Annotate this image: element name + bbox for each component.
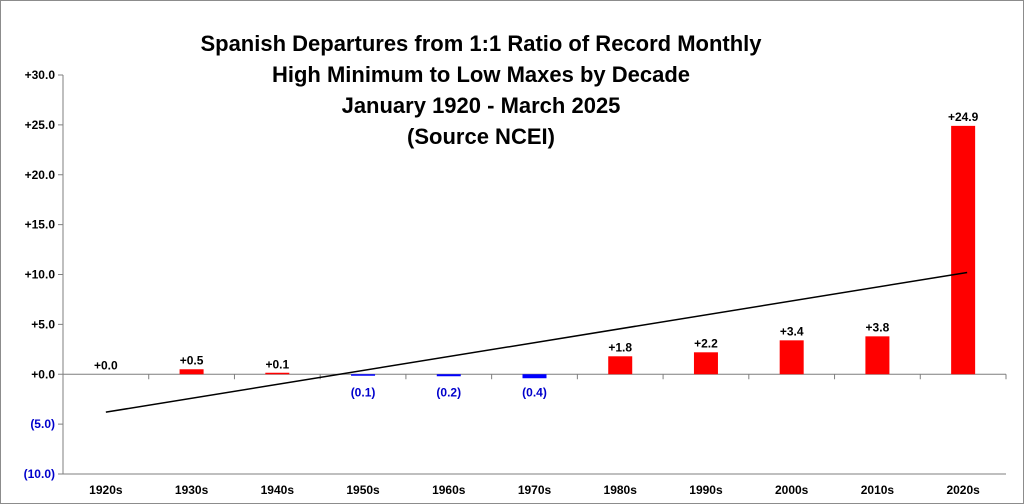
data-label-1930s: +0.5 bbox=[180, 353, 204, 367]
chart-title-line: (Source NCEI) bbox=[407, 124, 555, 149]
y-tick-label: (10.0) bbox=[24, 467, 55, 481]
x-tick-label: 1980s bbox=[604, 483, 638, 497]
trendline bbox=[105, 271, 968, 413]
y-tick-label: +15.0 bbox=[25, 218, 56, 232]
y-tick-label: (5.0) bbox=[30, 417, 55, 431]
bar-2020s bbox=[951, 125, 976, 375]
chart-title-line: Spanish Departures from 1:1 Ratio of Rec… bbox=[200, 31, 762, 56]
y-tick-label: +20.0 bbox=[25, 168, 56, 182]
data-label-1960s: (0.2) bbox=[436, 385, 461, 399]
x-tick-label: 1930s bbox=[175, 483, 209, 497]
x-tick-label: 1950s bbox=[346, 483, 380, 497]
bar-1950s bbox=[351, 374, 376, 376]
x-tick-label: 1960s bbox=[432, 483, 466, 497]
y-tick-label: +30.0 bbox=[25, 68, 56, 82]
data-labels: +0.0 +0.5 +0.1 (0.1) (0.2) (0.4) +1.8 +2.2 +3.4 +… bbox=[94, 110, 979, 399]
bar-2000s bbox=[779, 340, 804, 375]
bars bbox=[179, 125, 976, 379]
x-tick-label: 2020s bbox=[946, 483, 980, 497]
y-tick-label: +0.0 bbox=[31, 367, 55, 381]
bar-1980s bbox=[608, 356, 633, 375]
axes: +30.0 +25.0 +20.0 +15.0 +10.0 +5.0 +0.0 (5.0) (1… bbox=[24, 68, 1007, 497]
y-tick-label: +5.0 bbox=[31, 317, 55, 331]
x-tick-label: 1920s bbox=[89, 483, 123, 497]
y-tick-label: +10.0 bbox=[25, 268, 56, 282]
data-label-2020s: +24.9 bbox=[948, 110, 979, 124]
chart-title: Spanish Departures from 1:1 Ratio of Rec… bbox=[200, 31, 762, 149]
data-label-1950s: (0.1) bbox=[351, 385, 376, 399]
x-tick-label: 1970s bbox=[518, 483, 552, 497]
x-tick-label: 1990s bbox=[689, 483, 723, 497]
bar-2010s bbox=[865, 336, 890, 375]
data-label-1920s: +0.0 bbox=[94, 358, 118, 372]
y-tick-label: +25.0 bbox=[25, 118, 56, 132]
data-label-1990s: +2.2 bbox=[694, 336, 718, 350]
trendline-group bbox=[105, 271, 968, 413]
data-label-2000s: +3.4 bbox=[780, 324, 804, 338]
bar-1940s bbox=[265, 372, 290, 375]
bar-1930s bbox=[179, 369, 204, 375]
data-label-1940s: +0.1 bbox=[265, 357, 289, 371]
x-tick-label: 1940s bbox=[261, 483, 295, 497]
x-tick-label: 2010s bbox=[861, 483, 895, 497]
data-label-2010s: +3.8 bbox=[866, 320, 890, 334]
chart-title-line: High Minimum to Low Maxes by Decade bbox=[272, 62, 690, 87]
chart-title-line: January 1920 - March 2025 bbox=[342, 93, 621, 118]
bar-1970s bbox=[522, 374, 547, 379]
bar-1990s bbox=[693, 352, 718, 375]
data-label-1970s: (0.4) bbox=[522, 385, 547, 399]
x-tick-label: 2000s bbox=[775, 483, 809, 497]
bar-1960s bbox=[436, 374, 461, 377]
data-label-1980s: +1.8 bbox=[608, 340, 632, 354]
